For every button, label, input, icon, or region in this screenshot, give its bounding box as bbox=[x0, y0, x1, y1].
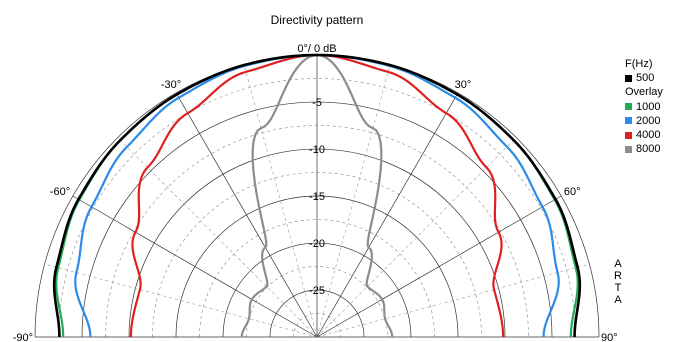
grid-spoke bbox=[316, 263, 590, 338]
legend-header: F(Hz) bbox=[625, 58, 653, 70]
legend-label-4000: 4000 bbox=[636, 129, 661, 142]
legend-item-1000: 1000 bbox=[625, 100, 663, 114]
legend-swatch-8000 bbox=[625, 145, 632, 153]
grid-spoke bbox=[316, 64, 391, 338]
radial-tick-label: -10 bbox=[309, 144, 325, 156]
legend-label-1000: 1000 bbox=[636, 100, 661, 113]
grid-ring bbox=[199, 219, 435, 338]
angle-tick-label: -30° bbox=[161, 79, 181, 91]
legend-swatch-1000 bbox=[625, 103, 632, 111]
series-500 bbox=[52, 53, 582, 338]
chart-title: Directivity pattern bbox=[271, 13, 364, 27]
grid-spoke bbox=[316, 137, 517, 338]
angle-tick-label: 0°/ 0 dB bbox=[297, 43, 336, 55]
grid-spoke bbox=[243, 64, 318, 338]
tick-labels: -5 -10 -15 -20 -25 0°/ 0 dB -30° 30° -60° 60° -90°… bbox=[13, 43, 618, 342]
legend-item-2000: 2000 bbox=[625, 114, 663, 128]
polar-grid bbox=[34, 54, 600, 338]
legend-overlay-label: Overlay bbox=[625, 86, 663, 99]
watermark-letter: A bbox=[614, 294, 622, 306]
grid-spoke bbox=[44, 263, 318, 338]
radial-tick-label: -20 bbox=[309, 238, 325, 250]
watermark-letter: A bbox=[614, 258, 622, 270]
grid-spoke bbox=[316, 92, 459, 338]
radial-tick-label: -15 bbox=[309, 191, 325, 203]
legend-swatch-500 bbox=[625, 74, 632, 82]
angle-tick-label: 90° bbox=[601, 332, 618, 342]
watermark-letter: R bbox=[614, 270, 622, 282]
legend-label-8000: 8000 bbox=[636, 143, 661, 156]
legend: F(Hz) 500 Overlay 1000 2000 4000 8000 bbox=[625, 57, 663, 156]
grid-spoke bbox=[175, 92, 318, 338]
grid-spoke bbox=[316, 195, 562, 338]
legend-label-500: 500 bbox=[636, 72, 655, 85]
series-group bbox=[52, 53, 582, 338]
angle-tick-label: 60° bbox=[564, 186, 581, 198]
angle-tick-label: -60° bbox=[50, 186, 70, 198]
angle-tick-label: -90° bbox=[13, 332, 33, 342]
legend-item-8000: 8000 bbox=[625, 142, 663, 156]
watermark-letter: T bbox=[614, 282, 622, 294]
grid-spoke bbox=[72, 195, 318, 338]
legend-swatch-2000 bbox=[625, 117, 632, 125]
legend-swatch-4000 bbox=[625, 131, 632, 139]
legend-item-500: 500 bbox=[625, 71, 663, 85]
legend-label-2000: 2000 bbox=[636, 114, 661, 127]
legend-item-4000: 4000 bbox=[625, 128, 663, 142]
angle-tick-label: 30° bbox=[455, 79, 472, 91]
radial-tick-label: -25 bbox=[309, 285, 325, 297]
grid-ring bbox=[58, 78, 576, 338]
radial-tick-label: -5 bbox=[312, 97, 322, 109]
grid-spoke bbox=[117, 137, 318, 338]
